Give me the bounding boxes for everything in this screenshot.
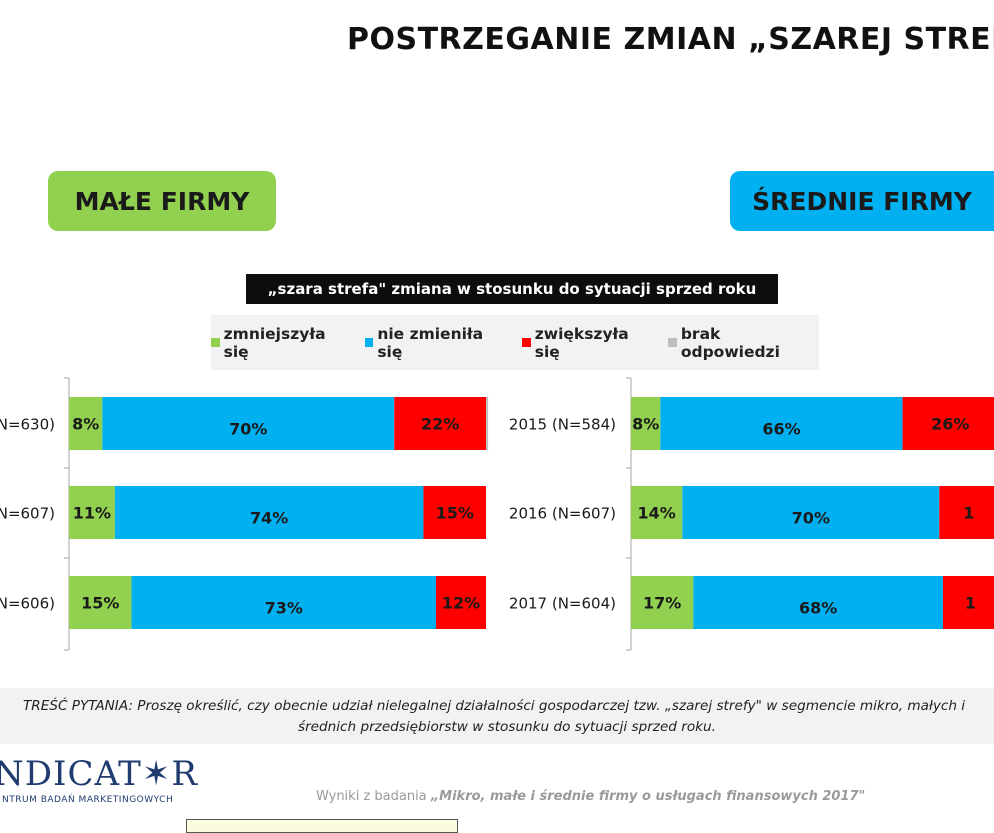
medium-firms-label: ŚREDNIE FIRMY <box>752 186 972 216</box>
chart-subtitle: „szara strefa" zmiana w stosunku do sytu… <box>246 274 778 304</box>
small-bar-0-2 <box>394 397 486 450</box>
medium-bar-2-2 <box>942 576 994 629</box>
small-data-label-0-0: 8% <box>72 415 99 434</box>
small-bar-0-1 <box>102 397 395 450</box>
medium-data-label-0-2: 26% <box>931 415 969 434</box>
small-category-label-2: N=606) <box>0 595 55 613</box>
footer-source: Wyniki z badania „Mikro, małe i średnie … <box>316 789 865 804</box>
tiny-note-box <box>186 819 458 833</box>
medium-data-label-0-0: 8% <box>632 415 659 434</box>
small-bar-2-0 <box>69 576 132 629</box>
small-bar-0-0 <box>69 397 103 450</box>
small-firms-badge: MAŁE FIRMY <box>48 171 276 231</box>
legend-label-no-answer: brak odpowiedzi <box>680 324 780 361</box>
medium-data-label-1-2: 1 <box>963 504 974 523</box>
legend-label-increased: zwiększyła się <box>534 324 629 361</box>
legend-label-decreased: zmniejszyła się <box>223 324 326 361</box>
small-bar-1-1 <box>114 486 424 539</box>
medium-firms-badge: ŚREDNIE FIRMY <box>730 171 994 231</box>
logo-tagline: NTRUM BADAŃ MARKETINGOWYCH <box>2 795 174 805</box>
question-line-1: TREŚĆ PYTANIA: Proszę określić, czy obec… <box>23 698 966 714</box>
medium-category-label-2: 2017 (N=604) <box>509 595 616 613</box>
legend-item-decreased: zmniejszyła się <box>211 325 351 361</box>
medium-data-label-1-0: 14% <box>638 504 676 523</box>
legend-item-no-answer: brak odpowiedzi <box>668 325 819 361</box>
indicator-logo: NDICAT✶R NTRUM BADAŃ MARKETINGOWYCH <box>0 754 197 810</box>
legend-swatch-unchanged <box>364 338 374 347</box>
question-box: TREŚĆ PYTANIA: Proszę określić, czy obec… <box>0 688 994 744</box>
small-data-label-2-2: 12% <box>442 594 480 613</box>
medium-category-label-0: 2015 (N=584) <box>509 416 616 434</box>
page-title: POSTRZEGANIE ZMIAN „SZAREJ STREF <box>347 22 994 57</box>
small-bar-2-1 <box>131 576 436 629</box>
medium-bar-0-0 <box>631 397 661 450</box>
medium-bar-1-0 <box>631 486 683 539</box>
medium-data-label-2-2: 1 <box>965 594 976 613</box>
footer-study-title: „Mikro, małe i średnie firmy o usługach … <box>430 789 866 804</box>
logo-wordmark: NDICAT✶R <box>0 754 198 794</box>
small-category-label-0: N=630) <box>0 416 55 434</box>
medium-category-label-1: 2016 (N=607) <box>509 505 616 523</box>
question-line-2: średnich przedsiębiorstw w stosunku do s… <box>298 719 716 735</box>
medium-bar-0-2 <box>902 397 994 450</box>
small-data-label-1-1: 74% <box>250 509 288 528</box>
small-data-label-2-1: 73% <box>265 599 303 618</box>
medium-bar-2-1 <box>693 576 943 629</box>
small-data-label-1-0: 11% <box>73 504 111 523</box>
small-data-label-1-2: 15% <box>436 504 474 523</box>
legend-swatch-decreased <box>211 338 220 347</box>
medium-data-label-1-1: 70% <box>792 509 830 528</box>
stacked-bar-charts: N=630) 8% 70% 22% N=607) 11% 74% 15% N=606) 15% 73… <box>0 377 994 651</box>
small-data-label-0-2: 22% <box>421 415 459 434</box>
medium-bar-0-1 <box>660 397 903 450</box>
small-data-label-0-1: 70% <box>229 420 267 439</box>
medium-data-label-2-1: 68% <box>799 599 837 618</box>
legend-item-unchanged: nie zmieniła się <box>364 324 508 361</box>
small-data-label-2-0: 15% <box>81 594 119 613</box>
small-firms-label: MAŁE FIRMY <box>74 186 250 216</box>
medium-data-label-0-1: 66% <box>762 420 800 439</box>
medium-bar-1-2 <box>939 486 994 539</box>
legend-item-increased: zwiększyła się <box>522 325 654 361</box>
small-bar-0-3 <box>486 397 489 450</box>
small-chart: N=630) 8% 70% 22% N=607) 11% 74% 15% N=606) 15% 73… <box>0 377 489 651</box>
legend-label-unchanged: nie zmieniła się <box>377 324 484 361</box>
small-bar-1-0 <box>69 486 115 539</box>
legend-swatch-increased <box>522 338 531 347</box>
medium-bar-1-1 <box>682 486 940 539</box>
medium-data-label-2-0: 17% <box>643 594 681 613</box>
medium-bar-2-0 <box>631 576 694 629</box>
medium-chart: 2015 (N=584) 8% 66% 26% 2016 (N=607) 14% 70% 1 2… <box>509 377 994 651</box>
small-category-label-1: N=607) <box>0 505 55 523</box>
chart-legend: zmniejszyła się nie zmieniła się zwiększ… <box>211 315 819 370</box>
small-bar-2-2 <box>435 576 486 629</box>
legend-swatch-no-answer <box>668 338 677 347</box>
footer-prefix: Wyniki z badania <box>316 789 431 804</box>
small-bar-1-2 <box>423 486 486 539</box>
